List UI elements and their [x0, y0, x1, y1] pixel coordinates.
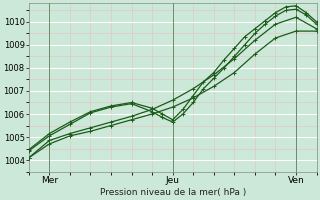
X-axis label: Pression niveau de la mer( hPa ): Pression niveau de la mer( hPa ) — [100, 188, 246, 197]
